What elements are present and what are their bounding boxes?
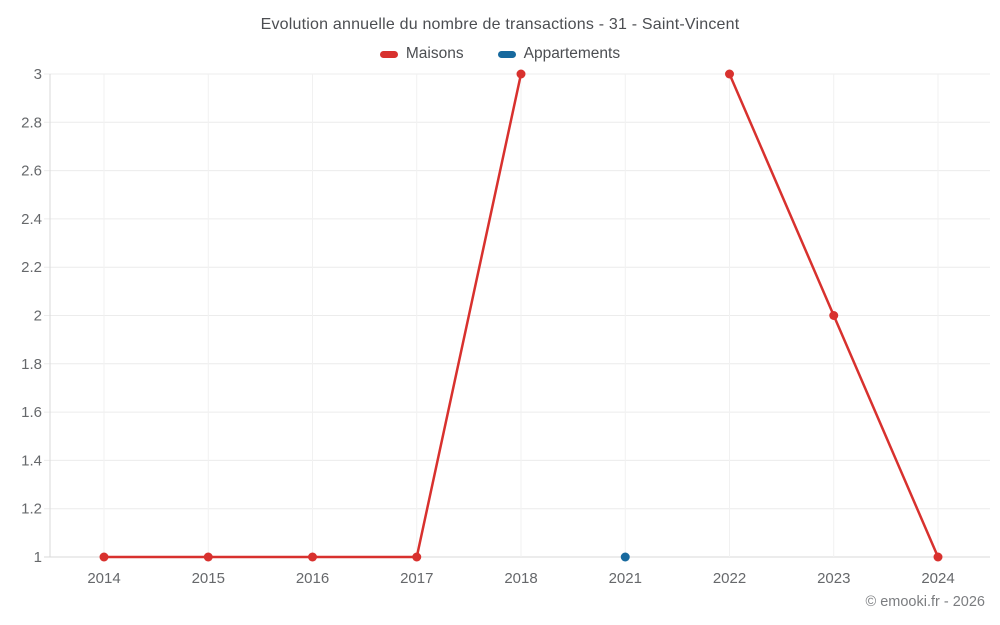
x-tick-label: 2014 [87, 570, 120, 587]
data-point-maisons[interactable] [99, 552, 109, 562]
y-tick-label: 1.8 [21, 356, 42, 373]
y-tick-label: 2 [34, 308, 42, 325]
appartements-swatch [497, 50, 516, 58]
y-tick-label: 1 [34, 549, 42, 566]
data-point-maisons[interactable] [308, 552, 317, 562]
data-point-maisons[interactable] [412, 552, 422, 562]
y-tick-label: 2.6 [21, 163, 42, 180]
data-point-maisons[interactable] [516, 69, 526, 79]
chart-title: Evolution annuelle du nombre de transact… [260, 16, 740, 33]
x-tick-label: 2016 [296, 570, 329, 587]
legend-label-maisons: Maisons [405, 45, 464, 62]
maisons-swatch [379, 50, 398, 58]
data-point-maisons[interactable] [203, 552, 213, 562]
data-point-appartements[interactable] [620, 552, 630, 562]
legend-label-appartements: Appartements [523, 45, 621, 62]
copyright-credit: © emooki.fr - 2026 [865, 594, 985, 610]
y-tick-label: 1.6 [21, 404, 42, 421]
x-tick-label: 2017 [400, 570, 433, 587]
y-tick-label: 2.4 [21, 211, 42, 228]
data-point-maisons[interactable] [725, 69, 734, 79]
y-tick-label: 1.2 [21, 501, 42, 518]
y-tick-label: 2.2 [21, 259, 42, 276]
x-tick-label: 2024 [921, 570, 954, 587]
x-tick-label: 2023 [817, 570, 850, 587]
data-point-maisons[interactable] [933, 552, 943, 562]
legend-item-maisons[interactable]: Maisons [379, 45, 464, 63]
data-point-maisons[interactable] [829, 311, 839, 320]
x-tick-label: 2015 [192, 570, 225, 587]
y-tick-label: 2.8 [21, 114, 42, 131]
x-tick-label: 2022 [713, 570, 746, 587]
y-tick-label: 1.4 [21, 452, 42, 469]
legend: Maisons Appartements [0, 45, 1000, 63]
y-tick-label: 3 [34, 66, 42, 83]
x-tick-label: 2021 [609, 570, 642, 587]
legend-item-appartements[interactable]: Appartements [497, 45, 621, 63]
x-tick-label: 2018 [504, 570, 537, 587]
